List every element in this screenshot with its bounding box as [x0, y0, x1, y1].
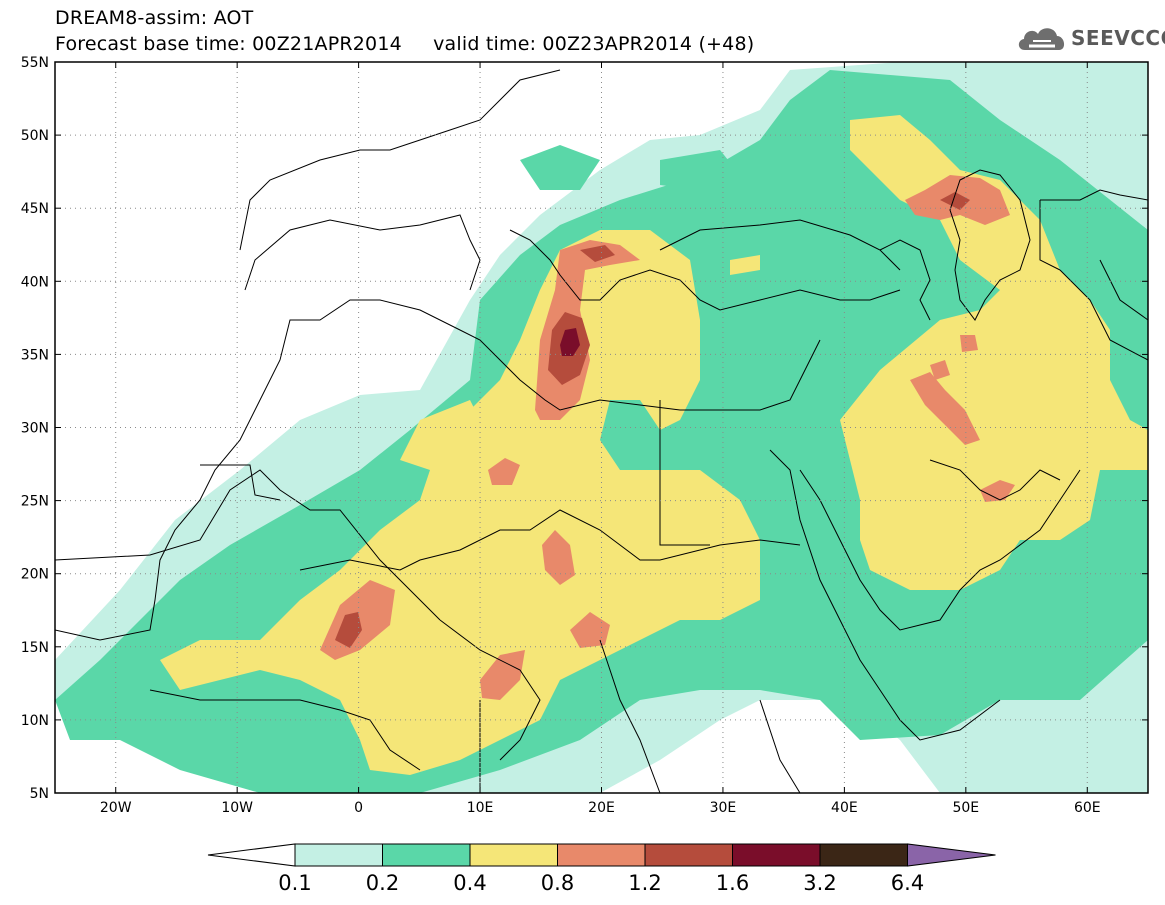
lat-tick-label: 30N: [21, 421, 49, 437]
logo-text: SEEVCCC: [1071, 26, 1165, 50]
lat-tick-label: 55N: [21, 55, 49, 71]
colorbar-swatch: [382, 843, 471, 867]
lat-tick-label: 35N: [21, 347, 49, 363]
colorbar-label: 0.2: [366, 871, 399, 895]
seevccc-logo: SEEVCCC: [1015, 22, 1165, 58]
lat-axis: 55N 50N 45N 40N 35N 30N 25N 20N 15N 10N 5N: [21, 55, 1148, 802]
cloud-icon: [1018, 28, 1065, 50]
lat-tick-label: 15N: [21, 640, 49, 656]
colorbar-swatch: [819, 843, 908, 867]
lat-tick-label: 45N: [21, 201, 49, 217]
colorbar-swatch: [294, 843, 383, 867]
lat-tick-label: 10N: [21, 713, 49, 729]
lon-tick-label: 60E: [1074, 800, 1101, 816]
colorbar-label: 1.6: [716, 871, 749, 895]
dust-level-0.4: [160, 115, 1148, 775]
colorbar-label: 0.1: [278, 871, 311, 895]
colorbar-swatch: [732, 843, 821, 867]
colorbar-swatch: [469, 843, 558, 867]
colorbar-label: 0.4: [453, 871, 486, 895]
colorbar-label: 3.2: [803, 871, 836, 895]
colorbar-label: 1.2: [628, 871, 661, 895]
lon-tick-label: 20W: [100, 800, 132, 816]
lon-tick-label: 30E: [710, 800, 737, 816]
colorbar-label: 0.8: [541, 871, 574, 895]
colorbar-label: 6.4: [891, 871, 924, 895]
lat-tick-label: 40N: [21, 274, 49, 290]
colorbar-low-arrow: [207, 843, 296, 867]
forecast-times: Forecast base time: 00Z21APR2014 valid t…: [55, 33, 755, 55]
lon-tick-label: 20E: [588, 800, 615, 816]
colorbar-swatch: [557, 843, 646, 867]
lat-tick-label: 5N: [30, 786, 49, 802]
lon-tick-label: 0: [354, 800, 363, 816]
lon-tick-label: 10W: [221, 800, 253, 816]
map-title: DREAM8-assim: AOT: [55, 7, 254, 29]
lat-tick-label: 25N: [21, 494, 49, 510]
lat-tick-label: 50N: [21, 128, 49, 144]
lon-tick-label: 10E: [467, 800, 494, 816]
colorbar-high-arrow: [907, 843, 996, 867]
colorbar: 0.1 0.2 0.4 0.8 1.2 1.6 3.2 6.4: [207, 843, 996, 895]
lon-tick-label: 40E: [831, 800, 858, 816]
colorbar-swatch: [644, 843, 733, 867]
dust-level-1.6: [560, 328, 580, 356]
lon-tick-label: 50E: [952, 800, 979, 816]
lon-axis: 20W 10W 0 10E 20E 30E 40E 50E 60E: [100, 62, 1101, 816]
map-grid: [55, 62, 1148, 793]
lat-tick-label: 20N: [21, 567, 49, 583]
